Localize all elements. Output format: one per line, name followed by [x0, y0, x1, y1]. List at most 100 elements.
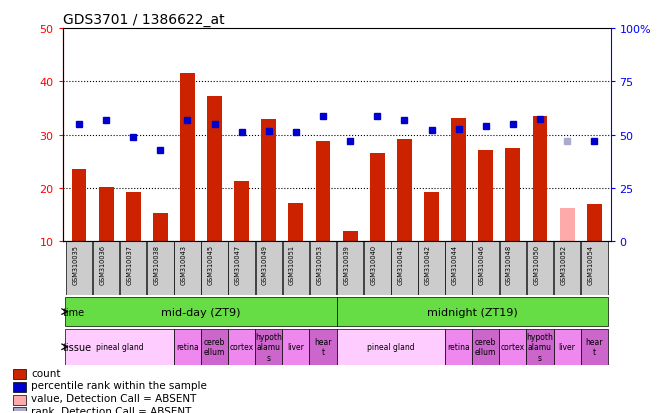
Text: midnight (ZT19): midnight (ZT19) — [427, 307, 517, 317]
Bar — [98, 188, 114, 242]
Bar — [364, 242, 391, 295]
Bar — [174, 329, 201, 365]
Bar — [93, 242, 119, 295]
Bar — [255, 329, 282, 365]
Text: GSM310049: GSM310049 — [262, 244, 268, 284]
Text: rank, Detection Call = ABSENT: rank, Detection Call = ABSENT — [31, 406, 191, 413]
Bar — [451, 118, 466, 242]
Text: GSM310054: GSM310054 — [587, 244, 593, 284]
Bar — [527, 242, 553, 295]
Text: cortex: cortex — [230, 342, 253, 351]
Text: retina: retina — [447, 342, 470, 351]
Bar — [554, 329, 581, 365]
Text: pineal gland: pineal gland — [96, 342, 143, 351]
Bar — [370, 154, 385, 242]
Bar — [418, 242, 445, 295]
Bar — [581, 329, 608, 365]
Bar — [282, 242, 309, 295]
Text: liver: liver — [288, 342, 304, 351]
Text: GSM310039: GSM310039 — [343, 244, 349, 284]
Bar — [500, 242, 526, 295]
Bar — [310, 329, 337, 365]
Bar — [255, 242, 282, 295]
Text: GSM310036: GSM310036 — [99, 244, 106, 284]
Text: GSM310042: GSM310042 — [424, 244, 431, 284]
Bar — [473, 242, 499, 295]
Bar — [13, 407, 26, 413]
Bar — [126, 192, 141, 242]
Bar — [506, 149, 520, 242]
Text: GSM310038: GSM310038 — [154, 244, 160, 284]
Bar — [207, 97, 222, 242]
Bar — [310, 242, 337, 295]
Bar — [500, 329, 527, 365]
Bar — [478, 150, 493, 242]
Text: mid-day (ZT9): mid-day (ZT9) — [161, 307, 241, 317]
Bar — [343, 231, 358, 242]
Text: hypoth
alamu
s: hypoth alamu s — [255, 332, 282, 362]
Text: hear
t: hear t — [314, 337, 332, 356]
Text: GSM310035: GSM310035 — [72, 244, 78, 284]
Text: hear
t: hear t — [585, 337, 603, 356]
Text: count: count — [31, 368, 61, 378]
Text: GDS3701 / 1386622_at: GDS3701 / 1386622_at — [63, 12, 224, 26]
Text: pineal gland: pineal gland — [367, 342, 414, 351]
Text: value, Detection Call = ABSENT: value, Detection Call = ABSENT — [31, 393, 197, 403]
Bar — [71, 170, 86, 242]
Bar — [391, 242, 418, 295]
Text: GSM310052: GSM310052 — [560, 244, 566, 284]
Bar — [424, 193, 439, 242]
Text: cereb
ellum: cereb ellum — [204, 337, 225, 356]
Text: GSM310041: GSM310041 — [397, 244, 403, 284]
Bar — [397, 140, 412, 242]
Bar — [554, 242, 580, 295]
Bar — [174, 242, 201, 295]
Bar — [228, 329, 255, 365]
Bar — [315, 142, 331, 242]
Bar — [337, 297, 608, 327]
Bar — [120, 242, 147, 295]
Text: GSM310047: GSM310047 — [235, 244, 241, 284]
Text: liver: liver — [558, 342, 576, 351]
Text: time: time — [63, 307, 85, 317]
Bar — [228, 242, 255, 295]
Text: GSM310043: GSM310043 — [181, 244, 187, 284]
Bar — [560, 209, 575, 242]
Bar — [201, 242, 228, 295]
Bar — [234, 182, 249, 242]
Bar — [282, 329, 310, 365]
Text: percentile rank within the sample: percentile rank within the sample — [31, 380, 207, 390]
Bar — [587, 204, 602, 242]
Bar — [201, 329, 228, 365]
Bar — [66, 242, 92, 295]
Bar — [337, 329, 445, 365]
Bar — [153, 214, 168, 242]
Bar — [65, 297, 337, 327]
Text: GSM310051: GSM310051 — [289, 244, 295, 284]
Bar — [13, 369, 26, 379]
Text: GSM310044: GSM310044 — [452, 244, 458, 284]
Bar — [472, 329, 500, 365]
Bar — [533, 116, 547, 242]
Text: GSM310046: GSM310046 — [479, 244, 485, 284]
Bar — [13, 382, 26, 392]
Text: retina: retina — [176, 342, 199, 351]
Bar — [446, 242, 472, 295]
Bar — [261, 119, 277, 242]
Bar — [337, 242, 364, 295]
Bar — [65, 329, 174, 365]
Bar — [445, 329, 472, 365]
Text: GSM310037: GSM310037 — [127, 244, 133, 284]
Text: GSM310050: GSM310050 — [533, 244, 539, 284]
Bar — [288, 203, 304, 242]
Bar — [180, 74, 195, 242]
Text: GSM310045: GSM310045 — [208, 244, 214, 284]
Text: cortex: cortex — [501, 342, 525, 351]
Bar — [527, 329, 554, 365]
Text: GSM310053: GSM310053 — [316, 244, 322, 284]
Text: cereb
ellum: cereb ellum — [475, 337, 496, 356]
Text: GSM310040: GSM310040 — [370, 244, 376, 284]
Bar — [147, 242, 174, 295]
Text: hypoth
alamu
s: hypoth alamu s — [527, 332, 554, 362]
Text: GSM310048: GSM310048 — [506, 244, 512, 284]
